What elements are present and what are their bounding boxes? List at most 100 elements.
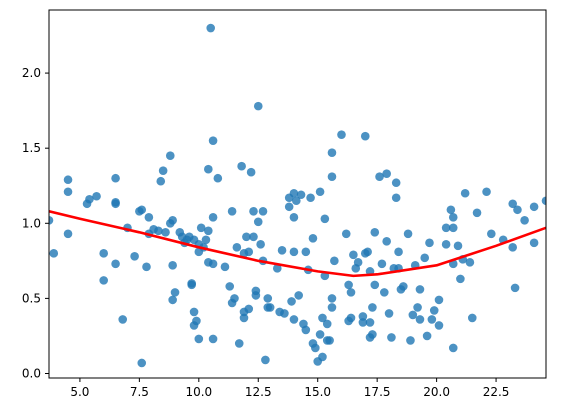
data-point [130, 252, 139, 261]
data-point [237, 161, 246, 171]
data-point [315, 330, 325, 339]
data-point [384, 309, 394, 318]
data-point [318, 313, 327, 323]
data-point [201, 235, 211, 245]
data-point [92, 191, 101, 201]
data-point [365, 318, 375, 327]
data-point [204, 226, 213, 236]
data-point [242, 232, 251, 242]
data-point [346, 288, 356, 297]
data-point [453, 241, 463, 251]
data-point [391, 193, 401, 203]
trend-line-layer [49, 209, 546, 278]
data-point [441, 240, 451, 249]
data-point [318, 352, 327, 362]
data-point [508, 199, 518, 209]
data-point [168, 261, 177, 270]
data-point [311, 343, 320, 353]
axes-frame [48, 9, 547, 379]
data-point [441, 223, 451, 233]
y-tick-label: 0.5 [22, 291, 41, 305]
data-point [520, 215, 529, 225]
data-point [272, 264, 282, 273]
data-point [137, 358, 147, 368]
data-point [246, 167, 256, 177]
data-point [227, 206, 237, 216]
x-tick-label: 7.5 [130, 385, 149, 399]
data-point [289, 247, 299, 257]
data-point [253, 217, 263, 227]
data-point [306, 193, 315, 203]
data-point [510, 283, 520, 293]
data-point [434, 321, 444, 330]
data-point [230, 294, 239, 303]
data-point [258, 206, 268, 216]
data-point [427, 315, 437, 324]
data-point [263, 294, 273, 303]
data-point [448, 343, 458, 353]
data-point [529, 202, 539, 212]
data-point [99, 249, 108, 258]
data-point [415, 315, 425, 324]
data-point [301, 247, 311, 257]
data-point [187, 279, 196, 288]
data-point [111, 199, 120, 209]
x-tick-label: 5.0 [70, 385, 89, 399]
data-point [322, 319, 332, 329]
data-point [168, 295, 177, 305]
x-axis: 5.0 7.5 10.0 12.5 15.0 17.5 20.0 22.5 [70, 378, 509, 399]
data-point [448, 212, 458, 222]
data-point [415, 285, 425, 294]
data-point [482, 187, 491, 197]
data-point [425, 238, 434, 248]
data-point [327, 303, 337, 312]
data-point [370, 280, 380, 290]
data-point [508, 243, 518, 252]
data-point [382, 237, 391, 246]
x-tick-label: 20.0 [423, 385, 450, 399]
data-point [420, 253, 430, 263]
data-point [301, 325, 311, 335]
data-point [194, 334, 204, 344]
data-point [289, 188, 299, 198]
data-point [251, 291, 261, 300]
data-point [161, 228, 170, 237]
data-point [325, 336, 334, 345]
data-point [265, 303, 275, 312]
trend-line [49, 209, 546, 278]
data-point [429, 306, 439, 315]
data-point [168, 215, 177, 225]
data-point [403, 229, 413, 239]
data-point [379, 288, 389, 297]
data-point [111, 173, 120, 183]
data-point [239, 313, 249, 323]
data-point [472, 208, 482, 218]
x-tick-label: 12.5 [245, 385, 272, 399]
x-tick-label: 15.0 [304, 385, 331, 399]
data-point [467, 313, 477, 323]
data-point [391, 178, 401, 188]
data-point [189, 307, 199, 317]
data-point [249, 232, 258, 242]
y-tick-label: 0.0 [22, 366, 41, 380]
data-point [253, 101, 263, 111]
data-point [208, 212, 218, 222]
data-point [49, 215, 54, 225]
data-point [363, 247, 372, 257]
data-point [337, 130, 346, 139]
data-point [289, 212, 299, 222]
data-point [192, 316, 201, 326]
data-point [165, 151, 175, 160]
data-point [446, 205, 456, 215]
data-point [206, 23, 216, 33]
data-point [434, 295, 444, 305]
data-point [289, 315, 299, 324]
y-tick-label: 2.0 [22, 66, 41, 80]
data-point [208, 259, 218, 269]
data-point [99, 276, 108, 285]
data-point [156, 176, 166, 186]
data-point [315, 187, 325, 197]
data-point [358, 318, 368, 327]
data-point [142, 262, 151, 272]
data-point [294, 291, 303, 300]
